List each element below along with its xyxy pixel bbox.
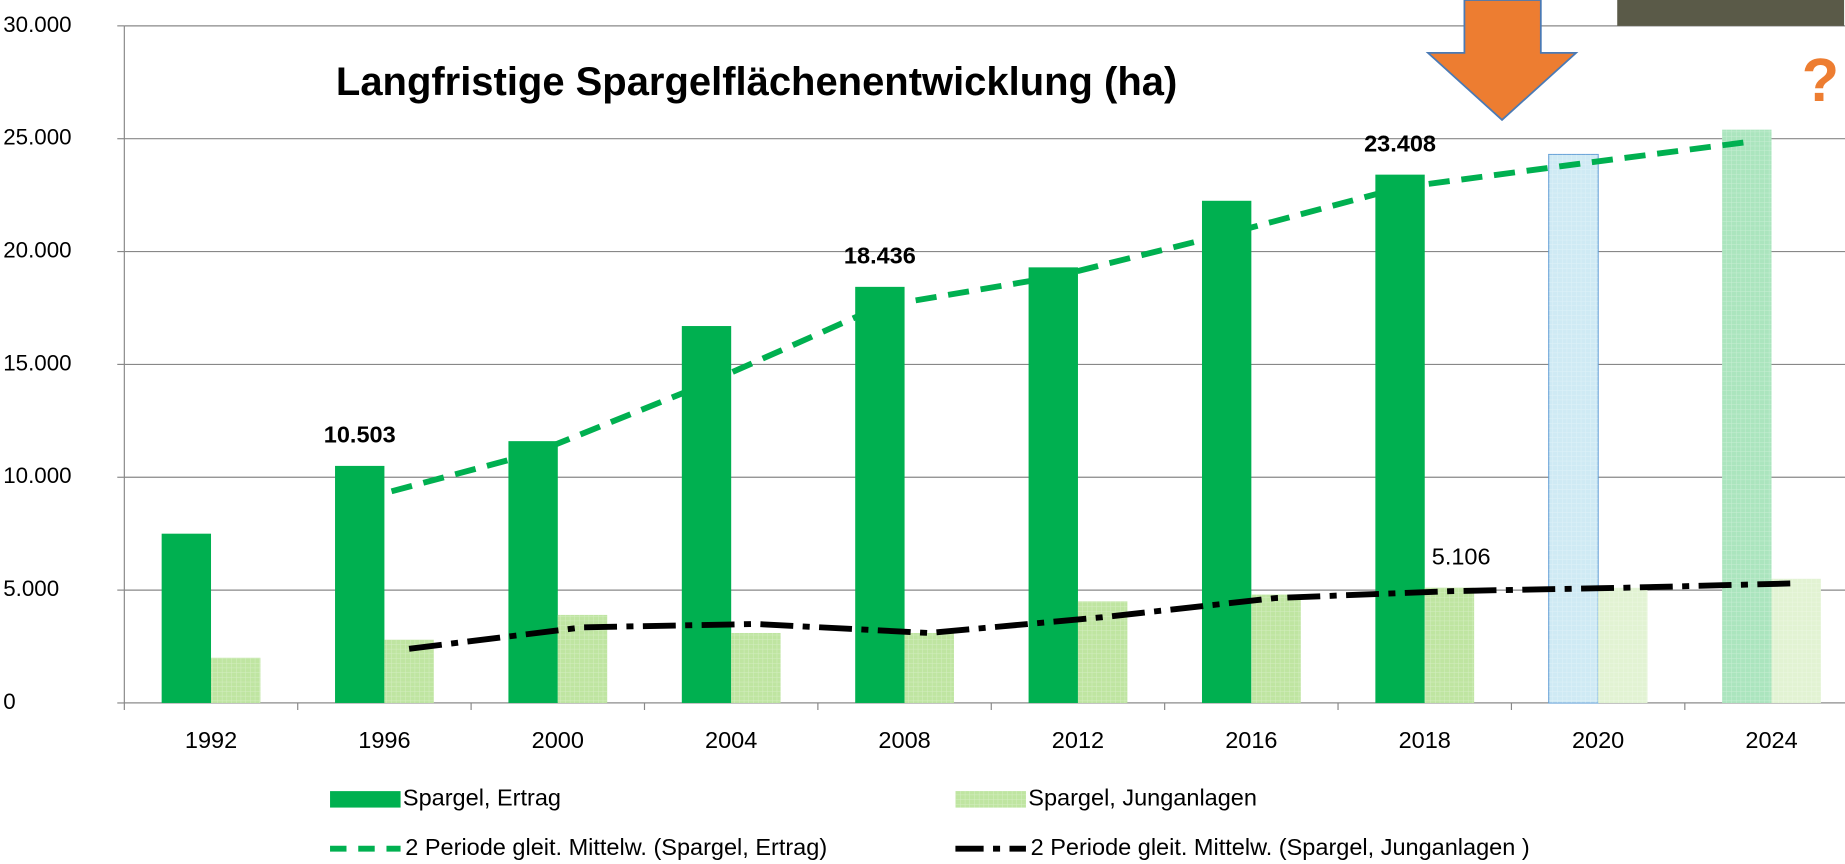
- legend-swatch: [330, 791, 401, 808]
- trendline: [408, 580, 1797, 652]
- arrow: [1425, 0, 1579, 122]
- bar-texture: [1771, 578, 1821, 703]
- y-tick-label: 15.000: [3, 350, 71, 375]
- y-tick-label: 30.000: [3, 12, 71, 37]
- annotation: ?: [1802, 46, 1839, 114]
- legend-label: Spargel, Ertrag: [403, 785, 561, 811]
- x-tick-label: 2024: [1745, 727, 1797, 753]
- y-tick-label: 0: [3, 689, 15, 714]
- bar: [1201, 200, 1252, 703]
- x-tick-label: 2000: [532, 727, 584, 753]
- bar-texture: [1722, 129, 1772, 703]
- y-tick-label: 10.000: [3, 463, 71, 488]
- data-label: 10.503: [324, 422, 396, 448]
- legend-label: 2 Periode gleit. Mittelw. (Spargel, Jung…: [1031, 834, 1530, 860]
- x-tick-label: 2016: [1225, 727, 1277, 753]
- legend-label: 2 Periode gleit. Mittelw. (Spargel, Ertr…: [405, 834, 827, 860]
- photo: [1617, 0, 1845, 26]
- trendline: [358, 139, 1748, 503]
- bar-texture: [1548, 154, 1599, 703]
- data-label: 18.436: [844, 243, 916, 269]
- bar: [508, 441, 558, 703]
- bar-texture: [904, 632, 954, 703]
- bar-texture: [731, 632, 781, 703]
- bar: [1375, 174, 1425, 703]
- bar: [161, 533, 212, 703]
- x-tick-label: 2008: [878, 727, 930, 753]
- bar: [1028, 267, 1078, 703]
- bar: [335, 465, 385, 703]
- data-label: 23.408: [1364, 130, 1436, 156]
- x-tick-label: 1992: [185, 727, 237, 753]
- bar: [855, 286, 905, 703]
- x-tick-label: 1996: [358, 727, 410, 753]
- x-tick-label: 2018: [1399, 727, 1451, 753]
- bar-texture: [1598, 587, 1648, 703]
- y-tick-label: 25.000: [3, 125, 71, 150]
- bar-texture: [211, 657, 261, 703]
- legend-swatch-texture: [955, 791, 1026, 808]
- y-tick-label: 5.000: [3, 576, 59, 601]
- bar-texture: [384, 639, 434, 703]
- y-tick-label: 20.000: [3, 237, 71, 262]
- x-tick-label: 2020: [1572, 727, 1624, 753]
- chart-title: Langfristige Spargelflächenentwicklung (…: [336, 60, 1177, 104]
- legend-label: Spargel, Junganlagen: [1028, 785, 1257, 811]
- x-tick-label: 2012: [1052, 727, 1104, 753]
- x-tick-label: 2004: [705, 727, 757, 753]
- data-label: 5.106: [1432, 544, 1491, 570]
- bar-texture: [1424, 587, 1475, 703]
- bar-texture: [1251, 594, 1301, 703]
